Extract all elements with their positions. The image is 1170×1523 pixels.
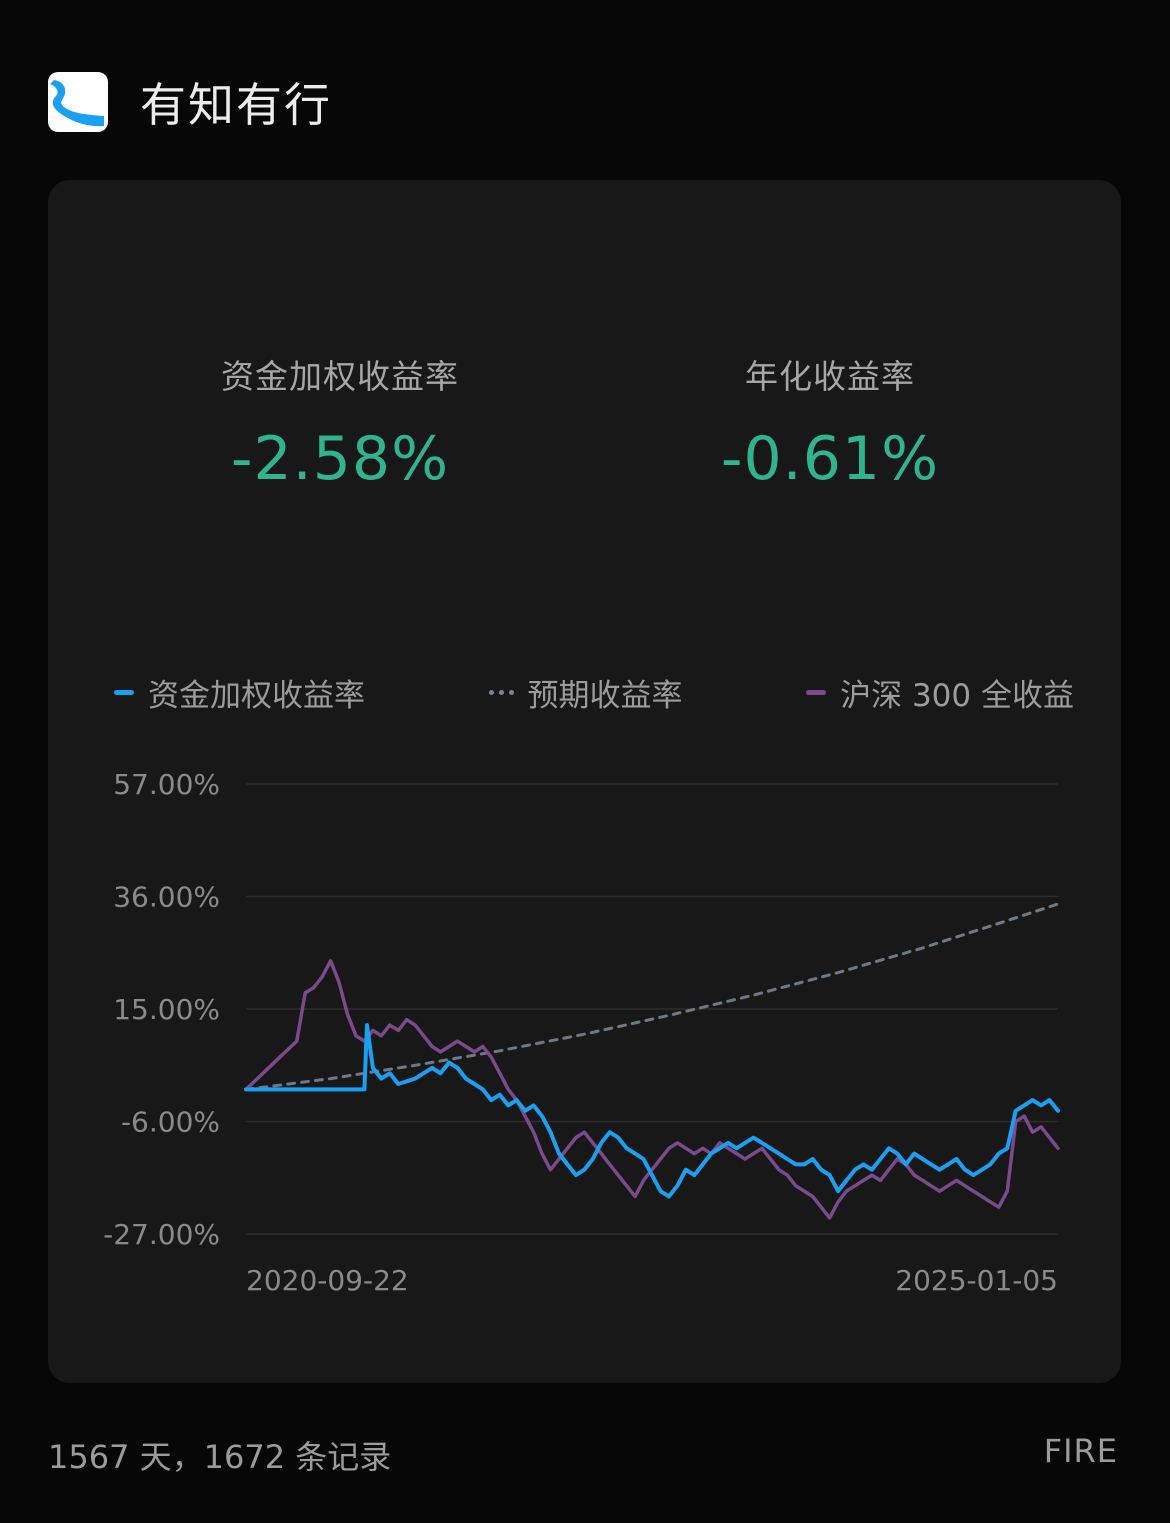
summary-card: 资金加权收益率 -2.58% 年化收益率 -0.61% 资金加权收益率 预期收益… — [48, 180, 1121, 1383]
app-header: 有知有行 — [48, 72, 332, 132]
x-tick-label: 2020-09-22 — [246, 1264, 409, 1297]
record-summary: 1567 天，1672 条记录 — [48, 1438, 392, 1476]
series-line — [244, 1023, 1060, 1199]
legend-dotted-line-icon — [488, 690, 514, 695]
y-tick-label: 15.00% — [113, 993, 220, 1026]
legend-line-icon — [806, 690, 827, 695]
brand-label: FIRE — [1043, 1432, 1118, 1470]
metric-value: -0.61% — [720, 424, 940, 494]
return-line-chart[interactable]: 57.00% 36.00% 15.00% -6.00% -27.00% 2020-09-2… — [48, 180, 1121, 1383]
y-tick-label: -27.00% — [103, 1218, 220, 1251]
y-tick-label: -6.00% — [121, 1106, 220, 1139]
app-title: 有知有行 — [140, 78, 332, 132]
legend-label: 沪深 300 全收益 — [840, 678, 1074, 714]
legend-label: 预期收益率 — [527, 678, 683, 714]
legend-item-expected[interactable]: 预期收益率 — [488, 670, 683, 715]
legend-item-csi300[interactable]: 沪深 300 全收益 — [806, 670, 1074, 715]
app-logo-icon — [48, 72, 108, 132]
legend-label: 资金加权收益率 — [148, 678, 365, 714]
metric-value: -2.58% — [230, 424, 450, 494]
chart-legend: 资金加权收益率 预期收益率 沪深 300 全收益 — [114, 670, 1074, 715]
series-line — [244, 959, 1060, 1220]
legend-item-money-weighted[interactable]: 资金加权收益率 — [114, 670, 365, 715]
y-tick-label: 57.00% — [113, 768, 220, 801]
legend-line-icon — [114, 690, 134, 695]
metric-money-weighted-return: 资金加权收益率 -2.58% — [130, 350, 550, 494]
metric-annualized-return: 年化收益率 -0.61% — [620, 350, 1040, 494]
series-line — [244, 902, 1060, 1091]
metric-label: 年化收益率 — [745, 357, 915, 396]
y-tick-label: 36.00% — [113, 881, 220, 914]
x-tick-label: 2025-01-05 — [895, 1264, 1058, 1297]
metric-label: 资金加权收益率 — [221, 357, 459, 396]
